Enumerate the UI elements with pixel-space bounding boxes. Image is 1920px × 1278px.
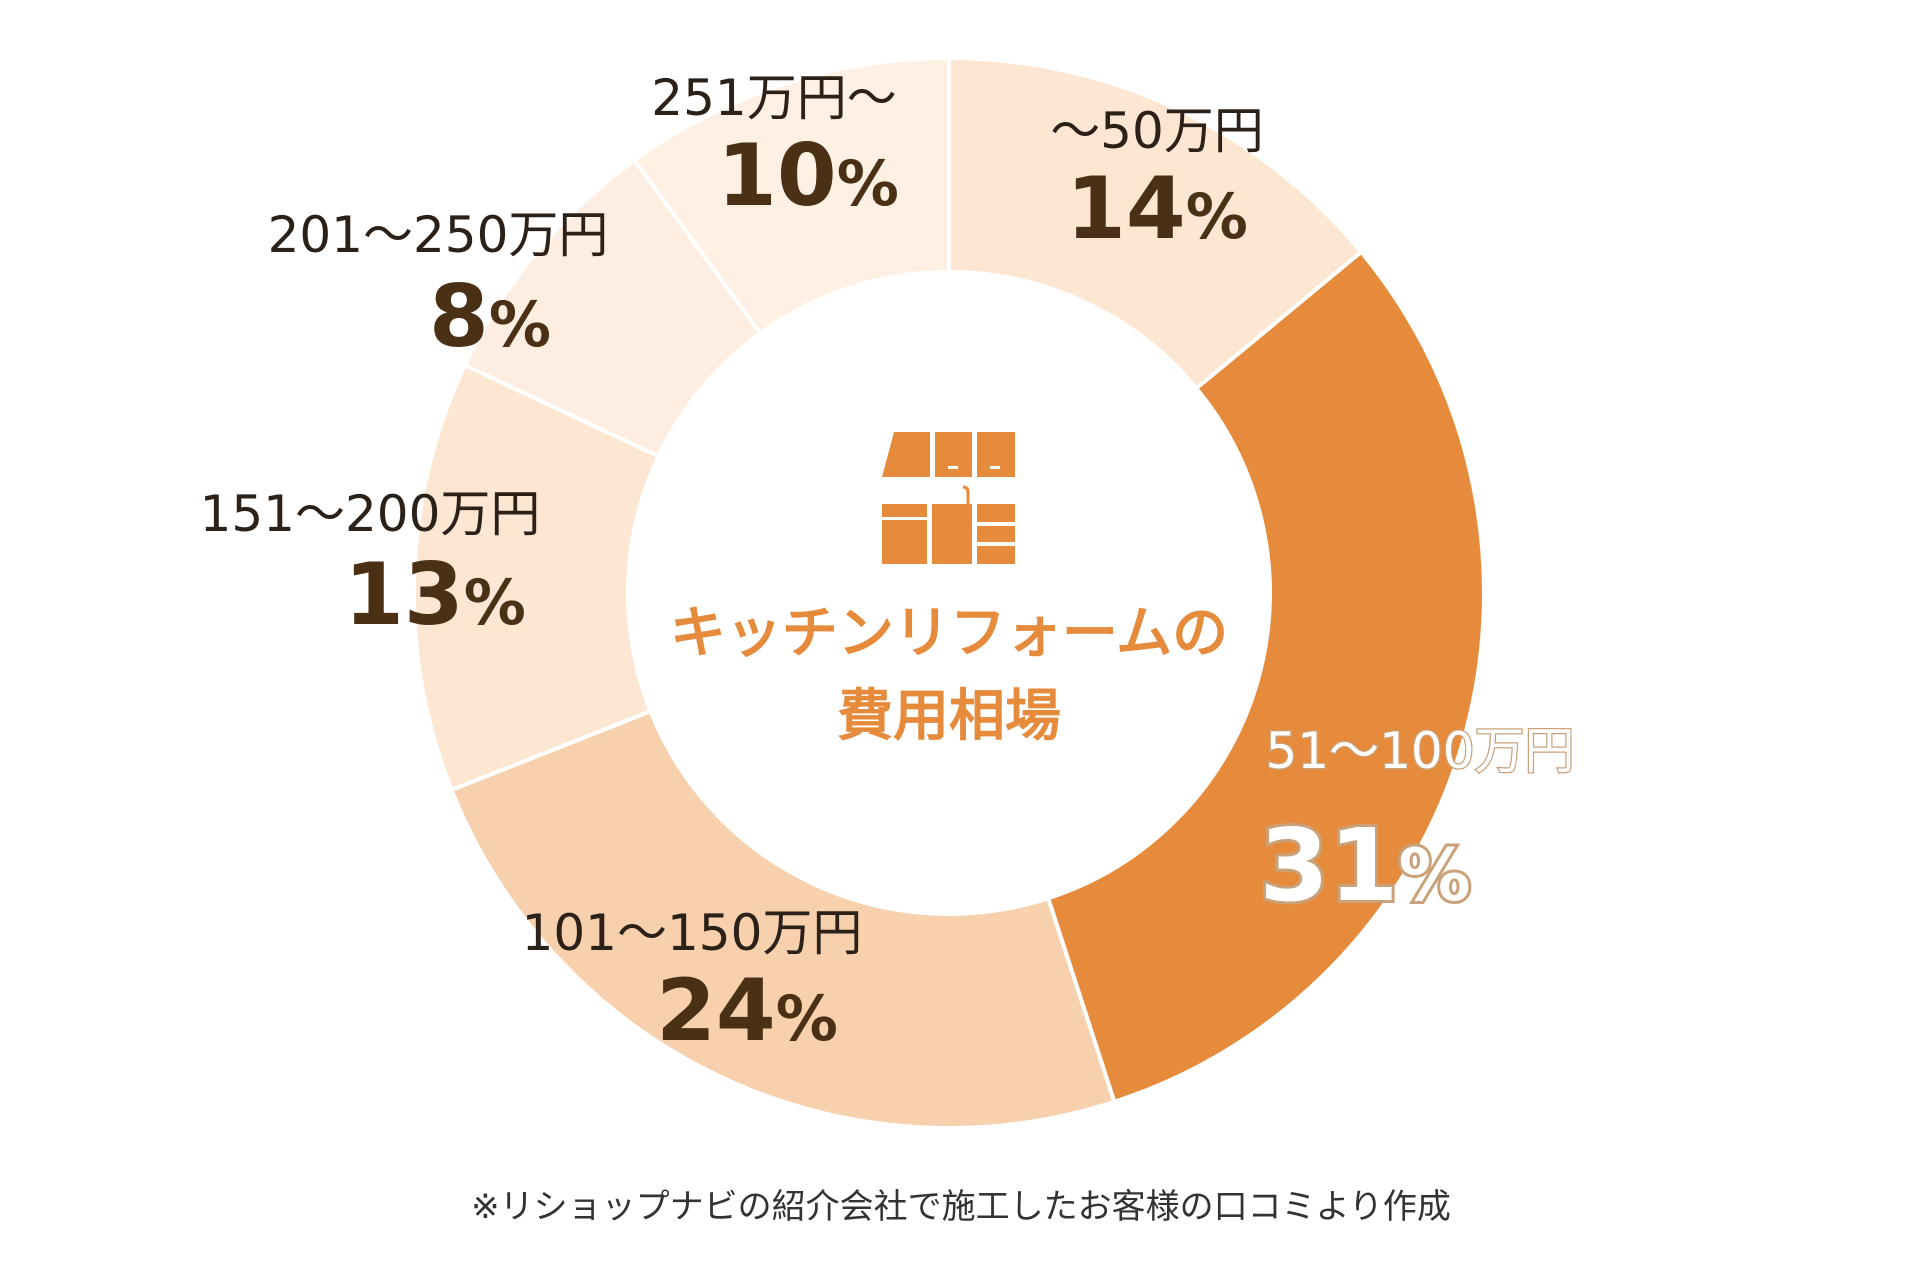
slice-label-2: 101〜150万円 bbox=[522, 904, 863, 962]
slice-label-3: 151〜200万円 bbox=[200, 485, 541, 543]
slices bbox=[412, 55, 1486, 1130]
center-title-line-2: 費用相場 bbox=[837, 684, 1061, 749]
footnote: ※リショップナビの紹介会社で施工したお客様の口コミより作成 bbox=[471, 1187, 1451, 1227]
slice-value-0: 14% bbox=[1066, 159, 1248, 259]
kitchen-icon bbox=[882, 432, 1015, 564]
slice-1 bbox=[1045, 249, 1486, 1105]
slice-3 bbox=[412, 362, 662, 793]
slice-label-4: 201〜250万円 bbox=[268, 206, 609, 264]
slice-value-2: 24% bbox=[656, 961, 838, 1061]
slice-0 bbox=[947, 55, 1365, 392]
slice-value-5: 10% bbox=[717, 126, 899, 226]
slice-label-5: 251万円〜 bbox=[651, 69, 896, 127]
slice-value-1: 31% bbox=[1259, 807, 1470, 924]
center-title-line-1: キッチンリフォームの bbox=[670, 601, 1228, 666]
slice-2 bbox=[448, 708, 1117, 1130]
slice-label-0: 〜50万円 bbox=[1050, 102, 1264, 160]
slice-5 bbox=[631, 55, 951, 337]
slice-label-1: 51〜100万円 bbox=[1265, 722, 1574, 780]
slice-value-4: 8% bbox=[429, 267, 551, 367]
slice-value-3: 13% bbox=[344, 545, 526, 645]
